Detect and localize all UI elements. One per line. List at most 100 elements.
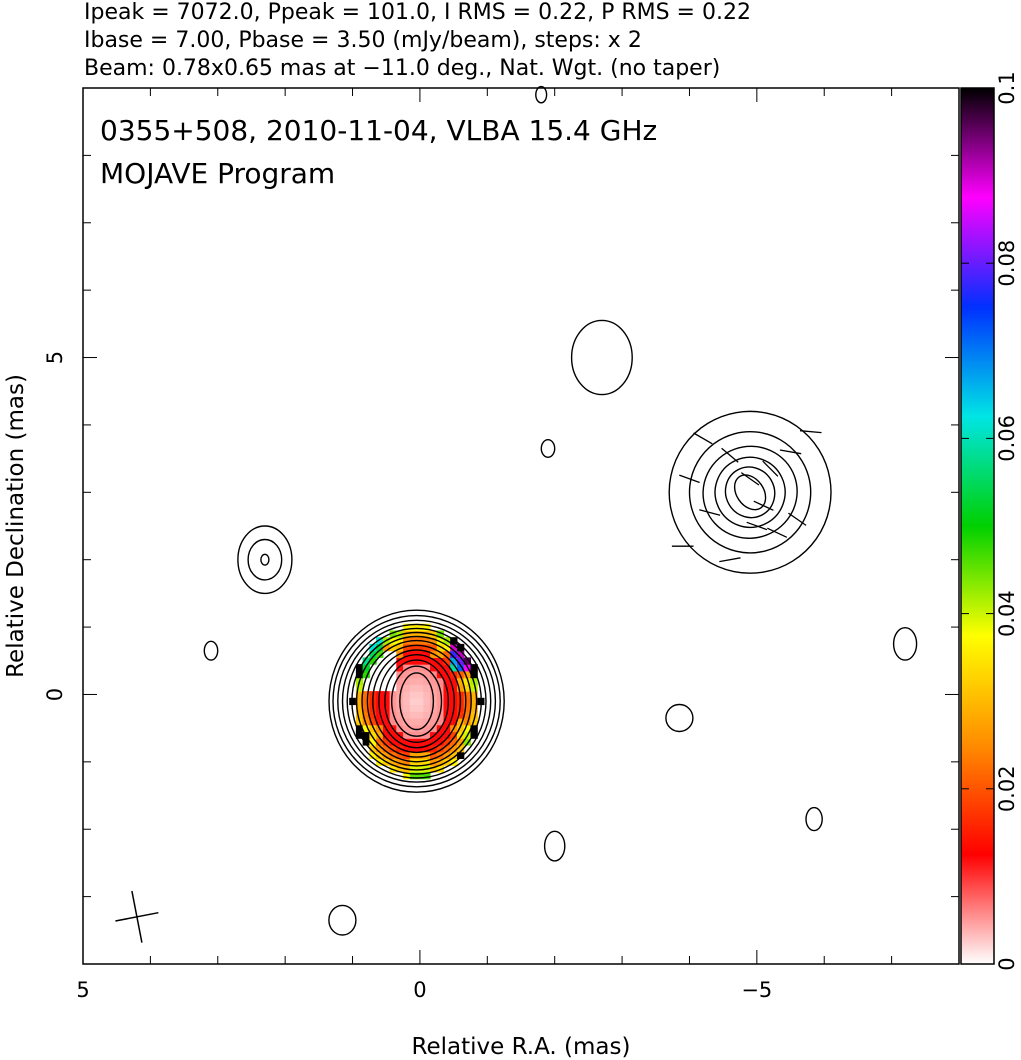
pol-pixel	[396, 664, 404, 672]
pol-pixel	[355, 691, 364, 699]
pol-pixel	[423, 724, 431, 733]
pol-pixel	[430, 758, 438, 766]
pol-pixel	[403, 677, 411, 685]
pol-pixel	[382, 738, 391, 746]
pol-pixel	[362, 731, 370, 739]
y-axis-label: Relative Declination (mas)	[3, 374, 29, 678]
pol-pixel	[450, 745, 458, 753]
pol-pixel	[450, 711, 458, 719]
pol-pixel	[450, 677, 458, 685]
pol-pixel	[396, 643, 404, 652]
pol-pixel	[376, 731, 384, 739]
pol-pixel	[409, 697, 418, 706]
pol-pixel	[362, 738, 370, 746]
pol-pixel	[470, 731, 478, 739]
pol-pixel	[389, 630, 397, 638]
pol-pixel	[403, 623, 411, 631]
pol-pixel	[457, 677, 465, 685]
pol-pixel	[430, 711, 438, 719]
pol-pixel	[430, 684, 438, 692]
x-tick-label: 5	[76, 978, 89, 1002]
total-intensity-contours	[203, 85, 918, 936]
pol-pixel	[355, 711, 364, 719]
pol-pixel	[362, 691, 370, 699]
pol-pixel	[463, 704, 471, 712]
pol-pixel	[450, 657, 458, 665]
isolated-contour	[237, 525, 293, 595]
jet-contour	[668, 410, 832, 574]
pol-pixel	[376, 650, 384, 658]
jet-contour	[702, 445, 798, 539]
plot-area: 5 0 −5 05 0355+508, 2010-11-04, VLBA 15.4 …	[43, 85, 960, 1002]
pol-pixel	[376, 738, 384, 746]
pol-pixel	[463, 677, 471, 685]
pol-pixel	[416, 623, 424, 631]
pol-pixel	[430, 718, 438, 726]
core-contour	[346, 627, 487, 775]
colorbar-ticks: 0 0.02 0.04 0.06 0.08 0.1	[961, 71, 1019, 971]
pol-pixel	[362, 664, 370, 672]
core-contour	[384, 659, 449, 744]
pol-pixel	[403, 704, 411, 712]
pol-pixel	[389, 745, 397, 753]
pol-pixel	[423, 684, 431, 692]
pol-pixel	[362, 718, 370, 726]
pol-pixel	[470, 684, 478, 692]
pol-pixel	[443, 657, 451, 665]
pol-pixel	[430, 664, 438, 672]
pol-pixel	[423, 745, 431, 753]
pol-pixel	[396, 718, 404, 726]
pol-pixel	[403, 697, 411, 706]
evpa-vector	[693, 432, 713, 445]
pol-pixel	[355, 697, 364, 706]
pol-pixel	[382, 745, 391, 753]
pol-pixel	[409, 677, 418, 685]
pol-pixel	[409, 711, 418, 719]
pol-pixel	[409, 731, 418, 739]
pol-pixel	[362, 711, 370, 719]
pol-pixel	[423, 657, 431, 665]
isolated-contour	[892, 627, 918, 661]
pol-pixel	[403, 664, 411, 672]
pol-pixel	[376, 758, 384, 766]
colorbar-tick-label: 0.08	[995, 240, 1019, 287]
pol-pixel	[355, 724, 364, 733]
pol-pixel	[396, 684, 404, 692]
pol-pixel	[416, 697, 424, 706]
pol-pixel	[382, 731, 391, 739]
isolated-contour	[543, 830, 566, 862]
pol-pixel	[382, 704, 391, 712]
pol-pixel	[369, 718, 377, 726]
core-contour	[351, 631, 483, 771]
pol-pixel	[443, 677, 451, 685]
pol-pixel	[470, 724, 478, 733]
evpa-vector	[762, 460, 779, 477]
pol-pixel	[443, 643, 451, 652]
pol-pixel	[416, 711, 424, 719]
pol-pixel	[362, 724, 370, 733]
pol-pixel	[457, 643, 465, 652]
pol-pixel	[403, 758, 411, 766]
pol-pixel	[416, 677, 424, 685]
pol-pixel	[409, 772, 418, 780]
pol-pixel	[396, 731, 404, 739]
pol-pixel	[463, 657, 471, 665]
colorbar-tick-label: 0.02	[995, 765, 1019, 812]
header-line-3: Beam: 0.78x0.65 mas at −11.0 deg., Nat. …	[84, 56, 720, 81]
pol-pixel	[443, 738, 451, 746]
pol-pixel	[436, 657, 445, 665]
pol-pixel	[450, 643, 458, 652]
pol-pixel	[382, 697, 391, 706]
pol-pixel	[396, 758, 404, 766]
pol-pixel	[450, 731, 458, 739]
x-axis-label: Relative R.A. (mas)	[412, 1034, 631, 1060]
isolated-contour	[260, 553, 270, 566]
pol-pixel	[403, 691, 411, 699]
pol-pixel	[403, 738, 411, 746]
pol-pixel	[423, 637, 431, 645]
colorbar-tick-label: 0	[995, 957, 1019, 970]
pol-pixel	[355, 670, 364, 679]
pol-pixel	[423, 650, 431, 658]
pol-pixel	[396, 765, 404, 773]
